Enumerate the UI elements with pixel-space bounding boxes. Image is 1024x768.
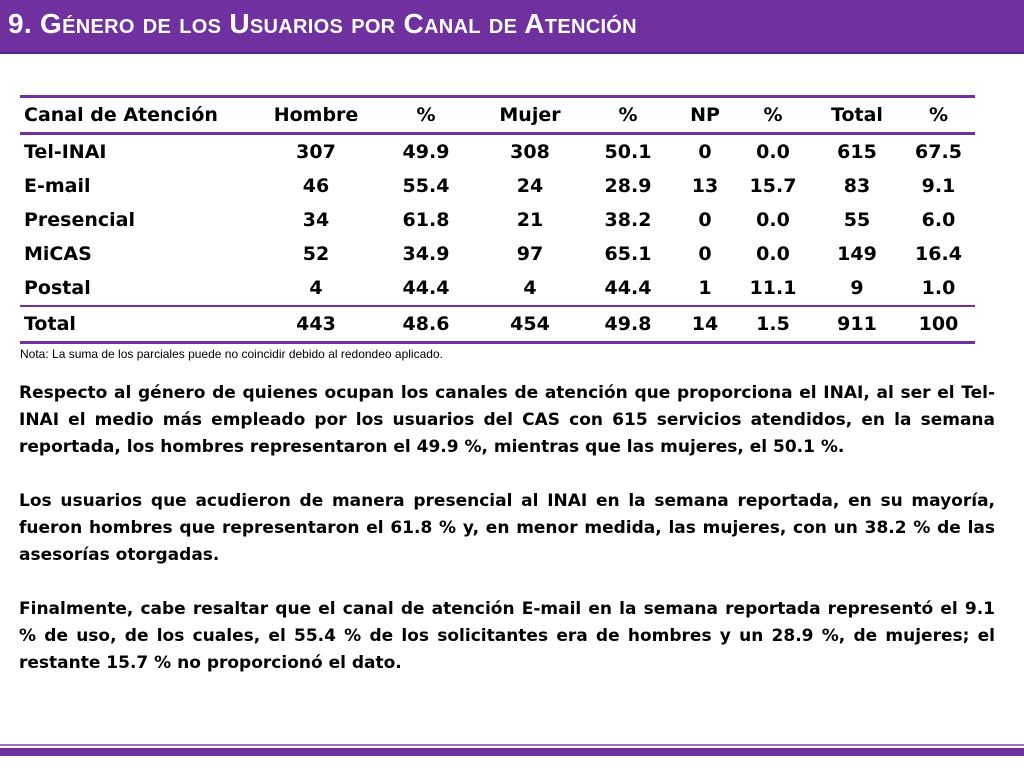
table-cell: 61.8: [402, 209, 450, 231]
table-cell: 13: [691, 175, 719, 197]
table-cell: 0.0: [756, 209, 790, 231]
table-row: E-mail 46 55.4 24 28.9 13 15.7 83 9.1: [20, 169, 975, 203]
table-cell: 38.2: [604, 209, 652, 231]
table-cell: 49.8: [604, 313, 652, 335]
table-cell: Presencial: [24, 209, 136, 231]
header-men-percent: %: [416, 104, 436, 126]
table-row: MiCAS 52 34.9 97 65.1 0 0.0 149 16.4: [20, 237, 975, 271]
table-cell: 4: [523, 277, 537, 299]
table-cell: 55.4: [402, 175, 450, 197]
body-text: Respecto al género de quienes ocupan los…: [19, 380, 995, 704]
table-cell: 0: [698, 141, 712, 163]
table-cell: 149: [837, 243, 877, 265]
table-cell: 14: [691, 313, 719, 335]
table-header-row: Canal de Atención Hombre % Mujer % NP % …: [20, 96, 975, 134]
table-row: Tel-INAI 307 49.9 308 50.1 0 0.0 615 67.…: [20, 134, 975, 170]
table-cell: 1.5: [756, 313, 790, 335]
header-women-percent: %: [618, 104, 638, 126]
table-cell: 48.6: [402, 313, 450, 335]
table-cell: 11.1: [749, 277, 797, 299]
table-row: Postal 4 44.4 4 44.4 1 11.1 9 1.0: [20, 271, 975, 306]
paragraph: Los usuarios que acudieron de manera pre…: [19, 491, 995, 565]
slide-title: 9. Género de los Usuarios por Canal de A…: [8, 8, 637, 39]
table-cell: 67.5: [915, 141, 962, 163]
table-cell: 4: [309, 277, 323, 299]
paragraph: Finalmente, cabe resaltar que el canal d…: [19, 599, 995, 673]
header-men: Hombre: [273, 104, 359, 126]
header-total-percent: %: [928, 104, 949, 126]
table-cell: E-mail: [24, 175, 91, 197]
table-cell: 52: [302, 243, 330, 265]
table-cell: 24: [516, 175, 544, 197]
table-cell: 34.9: [402, 243, 450, 265]
table-cell: 1.0: [921, 277, 956, 299]
table-cell: 9.1: [921, 175, 956, 197]
table-cell: 1: [698, 277, 712, 299]
data-table-container: Canal de Atención Hombre % Mujer % NP % …: [20, 95, 975, 344]
paragraph: Respecto al género de quienes ocupan los…: [19, 383, 995, 457]
header-total: Total: [831, 104, 883, 126]
table-cell: 34: [302, 209, 330, 231]
table-cell: 97: [516, 243, 544, 265]
table-cell: 50.1: [604, 141, 652, 163]
table-cell: 28.9: [604, 175, 652, 197]
table-cell: 307: [296, 141, 336, 163]
table-cell: 615: [837, 141, 877, 163]
table-cell: 100: [918, 313, 959, 335]
title-bar: 9. Género de los Usuarios por Canal de A…: [0, 0, 1024, 54]
table-total-row: Total 443 48.6 454 49.8 14 1.5 911 100: [20, 306, 975, 343]
table-cell: 46: [302, 175, 330, 197]
table-cell: 49.9: [402, 141, 450, 163]
gender-by-channel-table: Canal de Atención Hombre % Mujer % NP % …: [20, 95, 975, 344]
table-cell: 0.0: [756, 243, 790, 265]
table-note: Nota: La suma de los parciales puede no …: [20, 347, 443, 361]
table-cell: Total: [24, 313, 76, 335]
table-cell: 0.0: [756, 141, 790, 163]
table-row: Presencial 34 61.8 21 38.2 0 0.0 55 6.0: [20, 203, 975, 237]
table-cell: Postal: [24, 277, 91, 299]
header-channel: Canal de Atención: [24, 104, 218, 126]
table-cell: 911: [837, 313, 877, 335]
table-cell: 83: [843, 175, 871, 197]
table-cell: 443: [296, 313, 336, 335]
table-cell: 15.7: [749, 175, 797, 197]
header-np-percent: %: [763, 104, 783, 126]
table-cell: 308: [510, 141, 550, 163]
table-cell: 55: [843, 209, 871, 231]
table-cell: Tel-INAI: [24, 141, 107, 163]
table-cell: 44.4: [402, 277, 450, 299]
table-cell: 6.0: [921, 209, 956, 231]
footer-divider: [0, 744, 1024, 746]
table-cell: 21: [516, 209, 544, 231]
table-cell: MiCAS: [24, 243, 92, 265]
header-np: NP: [690, 104, 720, 126]
table-cell: 454: [510, 313, 550, 335]
table-cell: 16.4: [915, 243, 962, 265]
table-cell: 65.1: [604, 243, 652, 265]
table-cell: 0: [698, 243, 712, 265]
footer-bar: [0, 748, 1024, 756]
table-cell: 0: [698, 209, 712, 231]
table-cell: 9: [850, 277, 864, 299]
table-cell: 44.4: [604, 277, 652, 299]
header-women: Mujer: [499, 104, 561, 126]
